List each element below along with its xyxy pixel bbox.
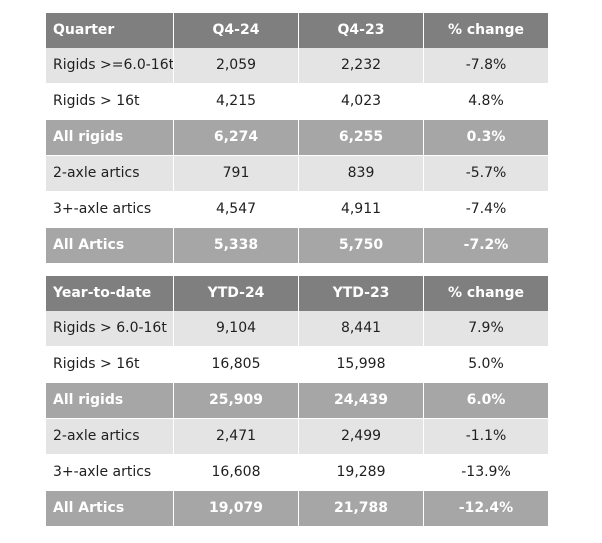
cell-previous: 15,998 xyxy=(299,347,424,383)
cell-change: 0.3% xyxy=(424,120,548,156)
table-row: Rigids > 6.0-16t 9,104 8,441 7.9% xyxy=(46,311,548,347)
cell-previous: 5,750 xyxy=(299,228,424,263)
total-row: All Artics 19,079 21,788 -12.4% xyxy=(46,491,548,526)
cell-previous: 21,788 xyxy=(299,491,424,526)
cell-current: 9,104 xyxy=(174,311,299,347)
cell-current: 2,471 xyxy=(174,419,299,455)
cell-change: -7.2% xyxy=(424,228,548,263)
cell-previous: 4,911 xyxy=(299,192,424,228)
cell-change: -7.8% xyxy=(424,48,548,84)
table-header-row: Year-to-date YTD-24 YTD-23 % change xyxy=(46,276,548,311)
cell-current: 5,338 xyxy=(174,228,299,263)
cell-current: 4,547 xyxy=(174,192,299,228)
row-label: 3+-axle artics xyxy=(46,455,174,491)
row-label: 3+-axle artics xyxy=(46,192,174,228)
column-header-period: Year-to-date xyxy=(46,276,174,311)
quarter-table: Quarter Q4-24 Q4-23 % change Rigids >=6.… xyxy=(46,13,548,263)
cell-previous: 2,499 xyxy=(299,419,424,455)
cell-current: 4,215 xyxy=(174,84,299,120)
cell-change: 5.0% xyxy=(424,347,548,383)
cell-previous: 19,289 xyxy=(299,455,424,491)
cell-previous: 2,232 xyxy=(299,48,424,84)
total-row: All Artics 5,338 5,750 -7.2% xyxy=(46,228,548,263)
cell-change: 6.0% xyxy=(424,383,548,419)
ytd-table: Year-to-date YTD-24 YTD-23 % change Rigi… xyxy=(46,276,548,526)
column-header-change: % change xyxy=(424,276,548,311)
column-header-previous: YTD-23 xyxy=(299,276,424,311)
total-row: All rigids 6,274 6,255 0.3% xyxy=(46,120,548,156)
table-row: 3+-axle artics 16,608 19,289 -13.9% xyxy=(46,455,548,491)
row-label: All rigids xyxy=(46,383,174,419)
table-row: 3+-axle artics 4,547 4,911 -7.4% xyxy=(46,192,548,228)
cell-current: 25,909 xyxy=(174,383,299,419)
cell-change: -12.4% xyxy=(424,491,548,526)
row-label: Rigids > 6.0-16t xyxy=(46,311,174,347)
cell-change: -7.4% xyxy=(424,192,548,228)
row-label: All Artics xyxy=(46,228,174,263)
table-row: Rigids >=6.0-16t 2,059 2,232 -7.8% xyxy=(46,48,548,84)
table-row: Rigids > 16t 4,215 4,023 4.8% xyxy=(46,84,548,120)
column-header-previous: Q4-23 xyxy=(299,13,424,48)
column-header-period: Quarter xyxy=(46,13,174,48)
row-label: 2-axle artics xyxy=(46,419,174,455)
cell-current: 2,059 xyxy=(174,48,299,84)
cell-current: 791 xyxy=(174,156,299,192)
table-row: Rigids > 16t 16,805 15,998 5.0% xyxy=(46,347,548,383)
cell-previous: 6,255 xyxy=(299,120,424,156)
row-label: All Artics xyxy=(46,491,174,526)
cell-change: -1.1% xyxy=(424,419,548,455)
table-row: 2-axle artics 2,471 2,499 -1.1% xyxy=(46,419,548,455)
cell-change: 4.8% xyxy=(424,84,548,120)
row-label: Rigids > 16t xyxy=(46,84,174,120)
cell-change: -13.9% xyxy=(424,455,548,491)
total-row: All rigids 25,909 24,439 6.0% xyxy=(46,383,548,419)
table-row: 2-axle artics 791 839 -5.7% xyxy=(46,156,548,192)
row-label: 2-axle artics xyxy=(46,156,174,192)
column-header-current: YTD-24 xyxy=(174,276,299,311)
cell-change: 7.9% xyxy=(424,311,548,347)
row-label: All rigids xyxy=(46,120,174,156)
column-header-current: Q4-24 xyxy=(174,13,299,48)
cell-previous: 8,441 xyxy=(299,311,424,347)
table-header-row: Quarter Q4-24 Q4-23 % change xyxy=(46,13,548,48)
cell-previous: 839 xyxy=(299,156,424,192)
cell-previous: 4,023 xyxy=(299,84,424,120)
cell-current: 19,079 xyxy=(174,491,299,526)
cell-change: -5.7% xyxy=(424,156,548,192)
cell-current: 6,274 xyxy=(174,120,299,156)
cell-current: 16,805 xyxy=(174,347,299,383)
row-label: Rigids >=6.0-16t xyxy=(46,48,174,84)
cell-current: 16,608 xyxy=(174,455,299,491)
cell-previous: 24,439 xyxy=(299,383,424,419)
column-header-change: % change xyxy=(424,13,548,48)
row-label: Rigids > 16t xyxy=(46,347,174,383)
